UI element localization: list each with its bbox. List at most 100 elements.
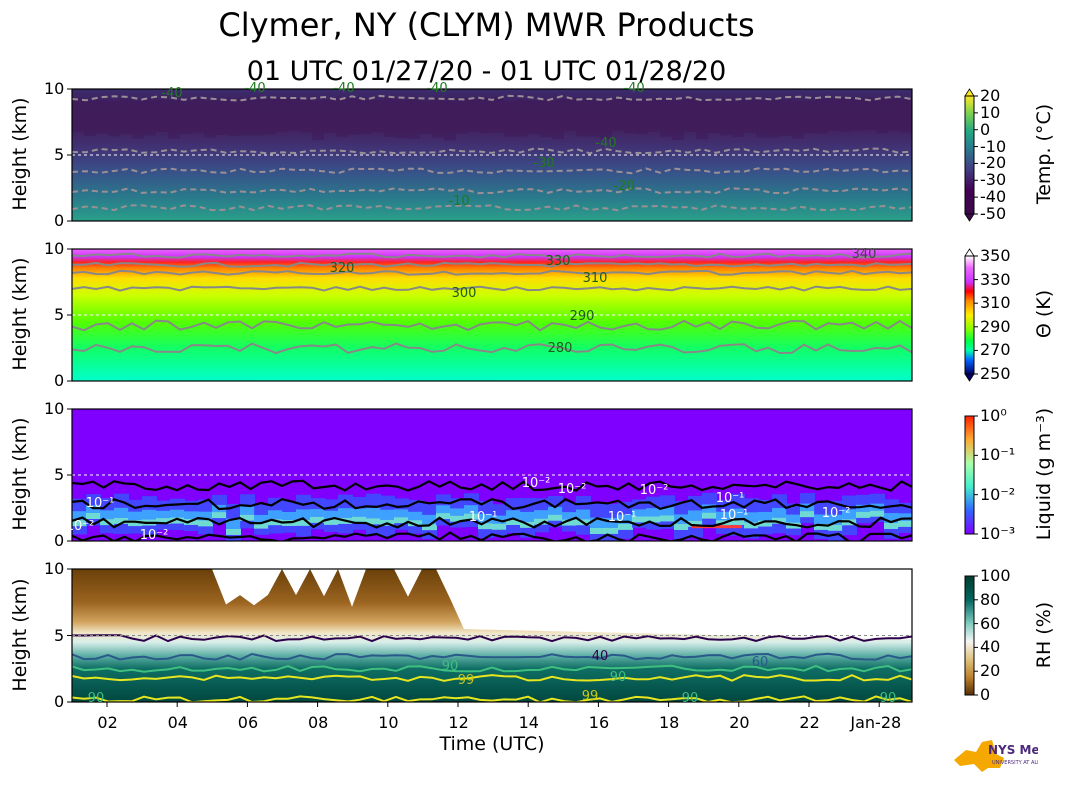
y-tick-label: 5 <box>54 305 65 324</box>
contour-label: -40 <box>623 81 644 96</box>
contour-label: 10⁻² <box>822 506 851 521</box>
x-tick-label: 02 <box>97 713 118 732</box>
x-tick-label: 20 <box>729 713 750 732</box>
colorbar-tick-label: 100 <box>980 566 1011 585</box>
contour-label: 330 <box>546 254 571 269</box>
contour-label: 10⁻¹ <box>720 508 749 523</box>
y-tick-label: 0 <box>54 211 65 230</box>
colorbar-tick-label: 10⁻¹ <box>980 445 1016 465</box>
contour-label: -30 <box>533 156 554 171</box>
contour-label: 90 <box>880 691 897 706</box>
theta-contour <box>72 342 912 355</box>
theta-field <box>72 249 912 381</box>
liquid-contour <box>72 516 912 529</box>
contour-label: 320 <box>330 261 355 276</box>
liquid-contour <box>72 479 912 492</box>
colorbar-label: RH (%) <box>1033 601 1055 668</box>
colorbar-tick-label: 20 <box>980 86 1001 105</box>
chart-title: Clymer, NY (CLYM) MWR Products <box>218 6 755 44</box>
colorbar-tick-label: 350 <box>980 246 1011 265</box>
contour-label: 90 <box>88 691 105 706</box>
colorbar-extend-top <box>965 409 974 416</box>
colorbar <box>964 415 975 535</box>
contour-label: 280 <box>548 341 573 356</box>
contour-label: 290 <box>570 309 595 324</box>
y-tick-label: 10 <box>44 79 65 98</box>
y-tick-label: 5 <box>54 625 65 645</box>
contour-label: 10⁻¹ <box>469 510 498 525</box>
theta-contour <box>72 319 912 332</box>
new-york-state-map-icon: NYS Mesonet UNIVERSITY AT ALBANY <box>954 740 1066 772</box>
y-axis-label: Height (km) <box>9 257 31 371</box>
contour-label: -20 <box>613 179 634 194</box>
contour-label: -40 <box>333 81 354 96</box>
x-tick-label: 22 <box>799 713 820 732</box>
rh-contour <box>72 695 912 702</box>
colorbar-tick-label: 330 <box>980 269 1011 289</box>
colorbar <box>964 95 975 215</box>
colorbar-extend-bottom <box>964 213 975 222</box>
theta-contour <box>72 261 912 268</box>
temperature-contour <box>72 147 912 155</box>
contour-label: 60 <box>752 655 769 670</box>
colorbar-tick-label: -20 <box>980 153 1007 173</box>
colorbar-tick-label: 60 <box>980 613 1001 633</box>
logo-text: NYS Mesonet <box>988 743 1038 757</box>
y-tick-label: 5 <box>54 465 65 484</box>
y-tick-label: 10 <box>44 559 65 578</box>
contour-label: -40 <box>595 136 616 151</box>
rh-contour <box>72 674 912 682</box>
contour-label: 99 <box>458 673 475 688</box>
colorbar-tick-label: -30 <box>980 170 1007 190</box>
x-tick-label: 06 <box>237 713 259 732</box>
temperature-contour <box>72 167 912 175</box>
contour-label: -40 <box>161 86 182 101</box>
colorbar-tick-label: 10⁰ <box>980 406 1007 425</box>
contour-label: -40 <box>426 81 447 96</box>
x-tick-label: 14 <box>518 713 539 732</box>
y-tick-label: 0 <box>54 371 65 390</box>
colorbar-tick-label: -40 <box>980 187 1007 207</box>
y-axis-label: Height (km) <box>9 577 31 692</box>
contour-label: 90 <box>442 659 459 674</box>
colorbar-tick-label: -50 <box>980 204 1007 223</box>
liquid-contour <box>72 531 912 541</box>
y-tick-label: 0 <box>54 692 65 711</box>
rh-contour <box>72 634 912 643</box>
x-tick-label: Jan-28 <box>850 713 902 732</box>
liquid-peak <box>692 525 742 529</box>
contour-label: 10⁻² <box>66 519 95 534</box>
y-tick-label: 10 <box>44 399 65 418</box>
colorbar-tick-label: 40 <box>980 637 1001 657</box>
contour-label: 90 <box>22 0 39 4</box>
x-tick-label: 16 <box>588 713 610 732</box>
colorbar-tick-label: 10⁻³ <box>980 524 1016 543</box>
contour-label: 10⁻¹ <box>608 510 637 525</box>
colorbar-tick-label: 270 <box>980 340 1011 360</box>
contour-label: 310 <box>583 271 608 286</box>
theta-contour <box>72 252 912 259</box>
colorbar-tick-label: 0 <box>980 119 991 139</box>
y-tick-label: 10 <box>44 239 65 258</box>
contour-label: 10⁻¹ <box>716 491 745 506</box>
temperature-field <box>72 89 912 221</box>
chart-subtitle: 01 UTC 01/27/20 - 01 UTC 01/28/20 <box>246 56 727 87</box>
contour-label: 10⁻² <box>558 482 587 497</box>
colorbar-extend-top <box>965 569 974 576</box>
contour-label: 10⁻² <box>640 483 669 498</box>
colorbar-label: Liquid (g m⁻³) <box>1033 407 1055 541</box>
x-tick-label: 08 <box>308 713 329 732</box>
contour-label: 90 <box>682 691 699 706</box>
colorbar-tick-label: 10⁻² <box>980 484 1016 504</box>
rh-contour <box>72 652 912 661</box>
rh-field <box>72 569 912 702</box>
colorbar-tick-label: 310 <box>980 293 1011 313</box>
theta-contour <box>72 285 912 292</box>
x-tick-label: 12 <box>448 713 469 732</box>
contour-label: 40 <box>592 649 609 664</box>
colorbar <box>964 255 975 375</box>
y-tick-label: 5 <box>54 145 65 164</box>
colorbar-tick-label: 10 <box>980 102 1001 122</box>
temperature-contour <box>72 94 912 102</box>
